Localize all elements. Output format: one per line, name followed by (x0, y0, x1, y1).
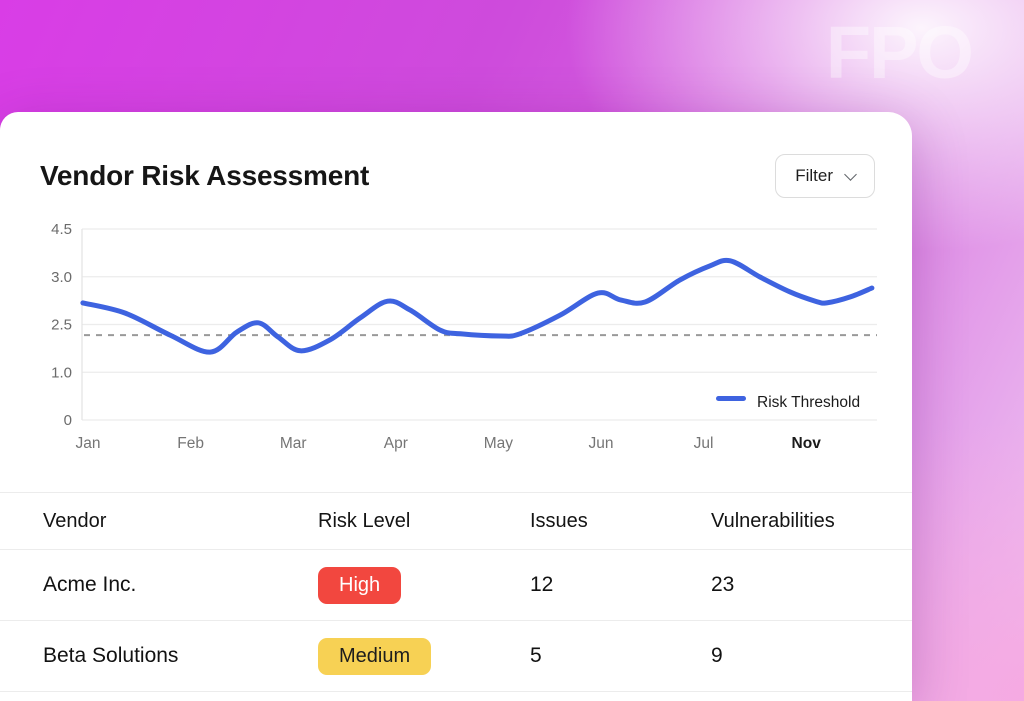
table-row-beta: Beta Solutions Medium 5 9 (0, 621, 912, 692)
card-header: Vendor Risk Assessment Filter (0, 112, 912, 212)
filter-button[interactable]: Filter (775, 154, 875, 198)
risk-badge-high: High (318, 566, 402, 604)
legend-label: Risk Threshold (757, 394, 860, 411)
issues-count: 5 (530, 644, 542, 667)
y-tick-label: 2.5 (51, 317, 72, 334)
legend-line-swatch (716, 396, 746, 401)
vendor-name: Acme Inc. (43, 573, 137, 596)
y-tick-label: 4.5 (51, 221, 72, 238)
vendor-risk-card: Vendor Risk Assessment Filter 4.5 3.0 2.5 1… (0, 112, 912, 701)
x-tick-label: Jul (694, 435, 714, 452)
issues-count: 12 (530, 573, 554, 596)
vulnerabilities-count: 23 (711, 573, 735, 596)
x-tick-label: Feb (177, 435, 204, 452)
vendor-name: Beta Solutions (43, 644, 179, 667)
filter-button-label: Filter (795, 166, 833, 185)
table-row-acme: Acme Inc. High 12 23 (0, 550, 912, 621)
page-title: Vendor Risk Assessment (40, 160, 370, 191)
y-tick-label: 0 (64, 412, 72, 429)
x-tick-label: Apr (384, 435, 408, 452)
risk-series-line (80, 257, 875, 355)
column-header-risk-level: Risk Level (318, 509, 411, 532)
y-tick-label: 1.0 (51, 364, 72, 381)
fpo-watermark: FPO (825, 11, 974, 94)
x-tick-label: Mar (280, 435, 307, 452)
risk-badge-medium: Medium (318, 637, 432, 675)
vulnerabilities-count: 9 (711, 644, 723, 667)
x-tick-label: Nov (792, 435, 822, 452)
x-tick-label: Jan (76, 435, 101, 452)
y-tick-label: 3.0 (51, 269, 72, 286)
column-header-vulnerabilities: Vulnerabilities (711, 509, 835, 532)
chevron-down-icon (844, 167, 857, 181)
column-header-vendor: Vendor (43, 509, 107, 532)
vendor-table: Vendor Risk Level Issues Vulnerabilities… (0, 492, 912, 692)
x-tick-label: May (484, 435, 514, 452)
x-tick-label: Jun (589, 435, 614, 452)
column-header-issues: Issues (530, 509, 588, 532)
table-header-row: Vendor Risk Level Issues Vulnerabilities (0, 493, 912, 550)
